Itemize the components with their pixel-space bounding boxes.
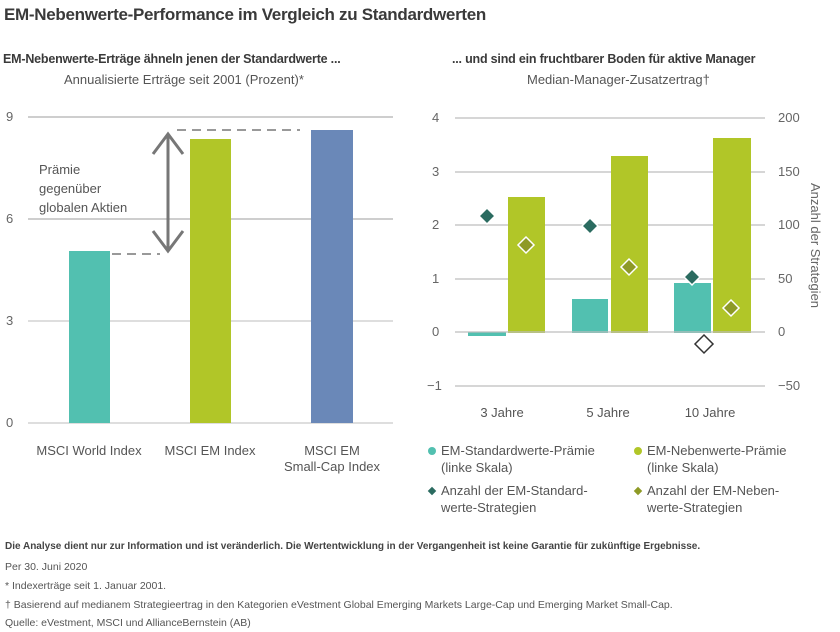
bar-std-3y [468,332,506,336]
legend-label: Anzahl der EM-Neben- [647,483,780,498]
y-tick-6: 6 [6,211,14,226]
x-label-3-jahre: 3 Jahre [480,405,524,420]
left-chart-plot [28,116,393,424]
bar-neben-5y [611,156,648,333]
diamond-olive-icon [633,486,643,496]
left-panel-heading: EM-Nebenwerte-Erträge ähneln jenen der S… [3,52,341,66]
circle-teal-icon [428,447,436,455]
footer-note-dagger: † Basierend auf medianem Strategieertrag… [5,599,673,611]
bar-std-10y [674,283,711,333]
legend-item-std-premium: EM-Standardwerte-Prämie (linke Skala) [426,442,595,476]
circle-green-icon [634,447,642,455]
y-left-tick-3: 3 [432,164,440,179]
bar-std-5y [572,299,608,333]
diamond-std-3y-icon [477,206,497,226]
y-right-tick-50: 50 [778,271,793,286]
y-tick-0: 0 [6,415,14,430]
x-label-msci-em-smallcap: MSCI EM Small-Cap Index [272,443,392,475]
legend-item-neben-count: Anzahl der EM-Neben- werte-Strategien [632,482,779,516]
legend-sublabel: werte-Strategien [441,500,537,515]
x-label-msci-world: MSCI World Index [36,443,142,458]
y-tick-3: 3 [6,313,14,328]
legend-sublabel: werte-Strategien [647,500,743,515]
annotation-line-1: Prämie [39,162,81,177]
legend: EM-Standardwerte-Prämie (linke Skala) EM… [426,442,840,522]
footer-date: Per 30. Juni 2020 [5,561,88,573]
diamond-neben-5y-icon [619,257,639,277]
left-bar-chart: 9 6 3 0 Prämie gegenüber globalen Aktien… [0,0,410,520]
y-right-tick-200: 200 [778,110,800,125]
annotation-line-3: globalen Aktien [39,200,128,215]
annotation-line-2: gegenüber [39,181,102,196]
right-chart-plot [455,117,765,387]
bar-msci-em [190,139,231,423]
y-right-tick-minus50: −50 [778,378,801,393]
x-label-line-1: MSCI EM [304,443,360,458]
left-panel-caption: Annualisierte Erträge seit 2001 (Prozent… [64,72,304,87]
y-left-tick-4: 4 [432,110,440,125]
x-label-5-jahre: 5 Jahre [586,405,630,420]
x-label-msci-em: MSCI EM Index [164,443,256,458]
right-axis-label: Anzahl der Strategien [808,183,823,309]
y-left-tick-0: 0 [432,324,440,339]
x-label-10-jahre: 10 Jahre [684,405,736,420]
premium-double-arrow-icon [151,131,185,254]
legend-sublabel: (linke Skala) [647,460,719,475]
diamond-std-10y-icon [682,267,702,287]
legend-item-neben-premium: EM-Nebenwerte-Prämie (linke Skala) [632,442,786,476]
bar-msci-world [69,251,110,423]
right-panel-caption: Median-Manager-Zusatzertrag† [527,72,710,87]
x-label-line-2: Small-Cap Index [283,459,381,474]
chart-title: EM-Nebenwerte-Performance im Vergleich z… [4,5,487,24]
y-right-tick-150: 150 [778,164,800,179]
diamond-neben-10y-icon [721,298,741,318]
bar-msci-em-small-cap [311,130,353,423]
y-tick-9: 9 [6,109,14,124]
legend-sublabel: (linke Skala) [441,460,513,475]
right-panel-heading: ... und sind ein fruchtbarer Boden für a… [452,52,756,66]
legend-label: EM-Standardwerte-Prämie [441,443,595,458]
y-left-tick-2: 2 [432,217,440,232]
bar-neben-3y [508,197,545,333]
premium-annotation: Prämie gegenüber globalen Aktien [39,160,127,217]
y-right-tick-100: 100 [778,217,800,232]
legend-label: EM-Nebenwerte-Prämie [647,443,787,458]
diamond-dark-teal-icon [427,486,437,496]
hollow-diamond-icon [693,333,715,355]
diamond-std-5y-icon [580,216,600,236]
legend-label: Anzahl der EM-Standard- [441,483,588,498]
right-combo-chart: 4 3 2 1 0 −1 200 150 100 50 0 −50 Anzahl… [410,0,840,520]
footer-note-star: * Indexerträge seit 1. Januar 2001. [5,580,167,592]
y-right-tick-0: 0 [778,324,786,339]
y-left-tick-minus1: −1 [427,378,442,393]
footer-source: Quelle: eVestment, MSCI und AllianceBern… [5,617,251,629]
footer-disclaimer: Die Analyse dient nur zur Information un… [5,541,701,552]
diamond-neben-3y-icon [516,235,536,255]
y-left-tick-1: 1 [432,271,440,286]
legend-item-std-count: Anzahl der EM-Standard- werte-Strategien [426,482,588,516]
